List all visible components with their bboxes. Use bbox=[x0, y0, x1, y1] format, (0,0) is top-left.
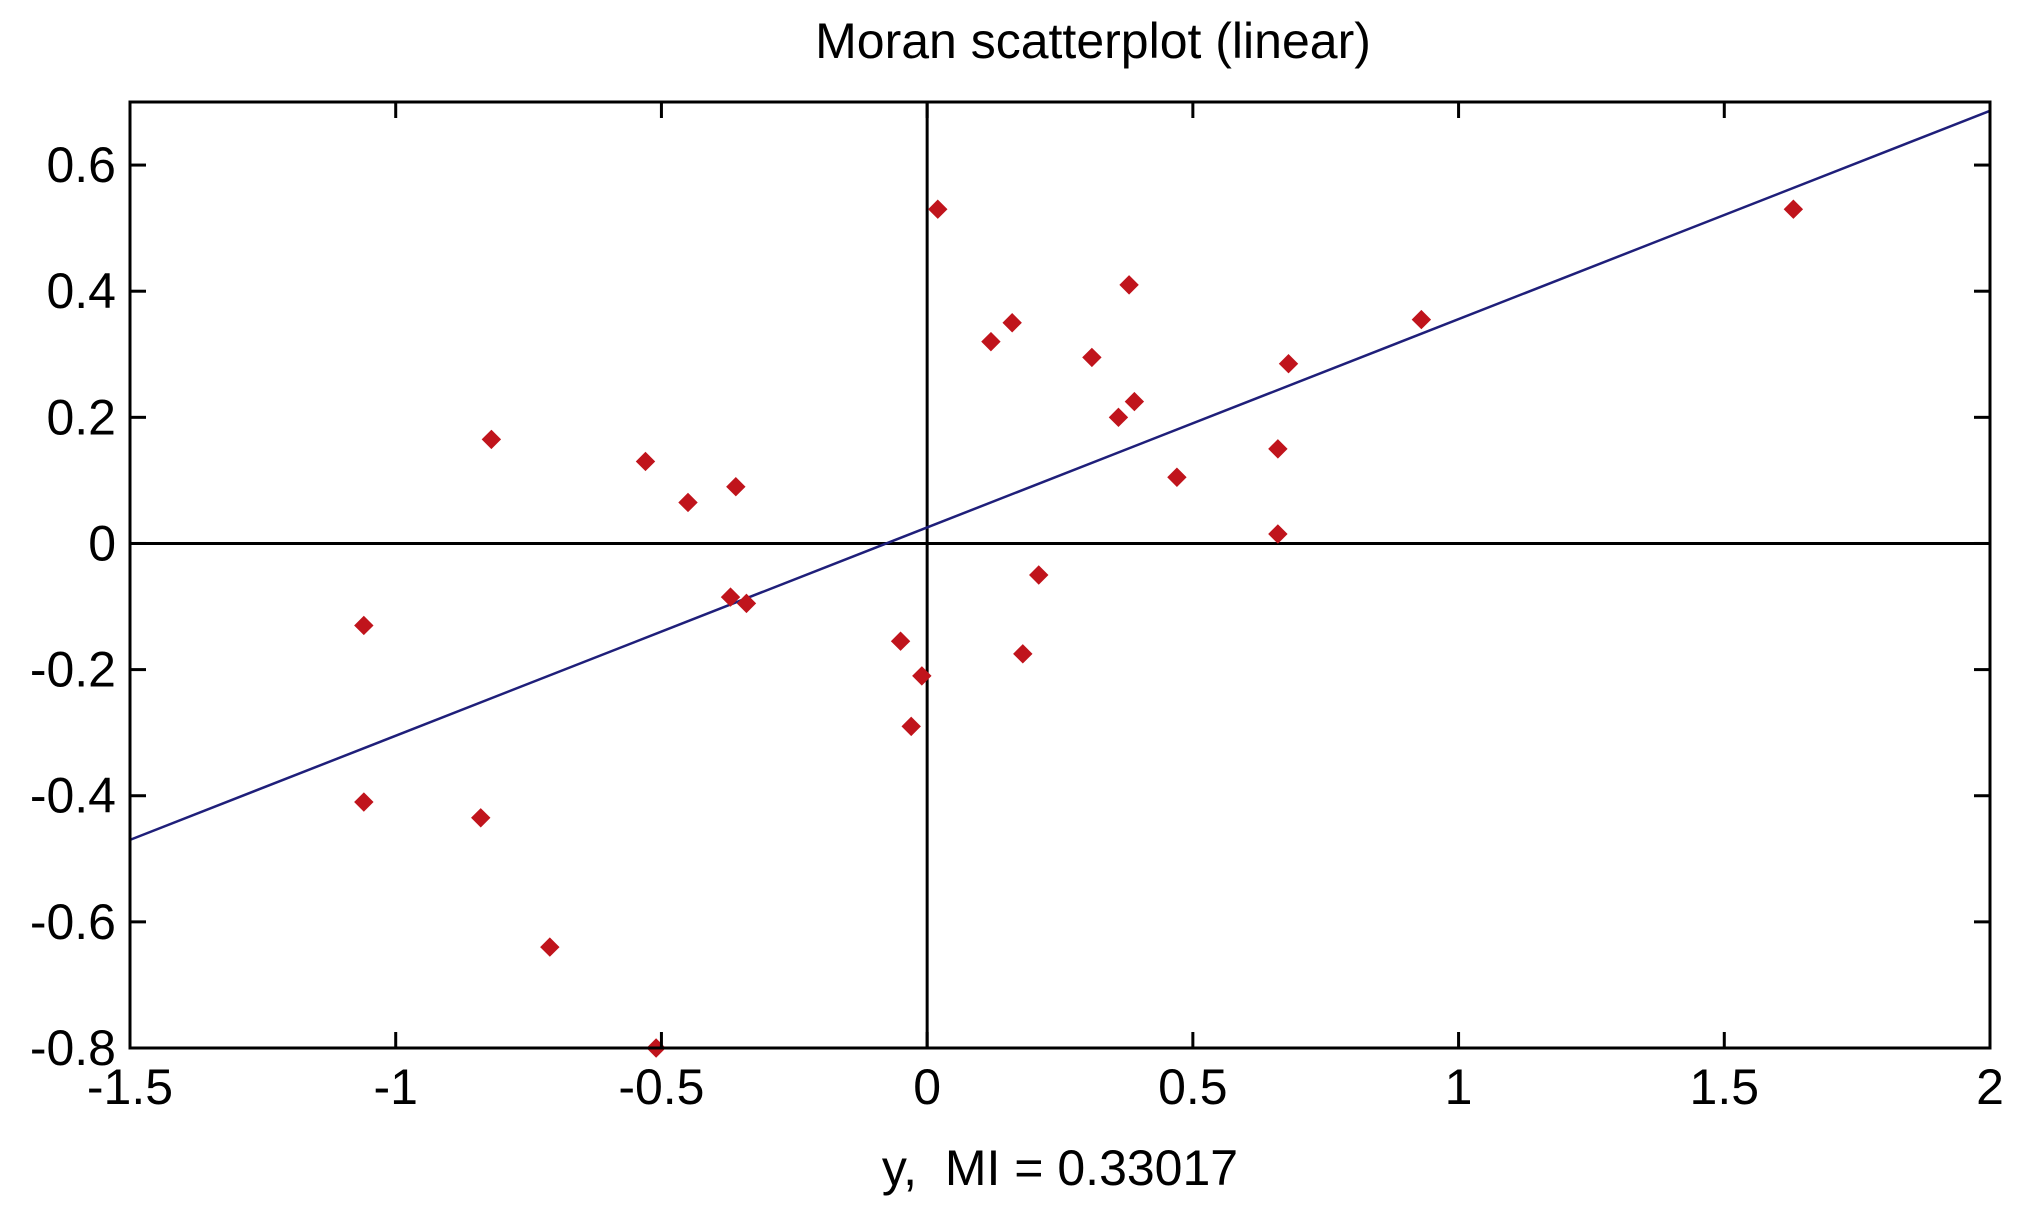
points-group bbox=[354, 199, 1804, 1058]
data-point bbox=[1119, 275, 1139, 295]
regression-line bbox=[129, 109, 1991, 842]
x-tick-label: 0 bbox=[913, 1059, 941, 1115]
data-point bbox=[1002, 313, 1022, 333]
y-tick-label: 0.6 bbox=[46, 137, 116, 193]
chart-title: Moran scatterplot (linear) bbox=[815, 13, 1371, 69]
data-point bbox=[1268, 524, 1288, 544]
x-tick-label: 1.5 bbox=[1690, 1059, 1760, 1115]
y-tick-label: -0.4 bbox=[30, 768, 116, 824]
data-point bbox=[1108, 407, 1129, 428]
y-tick-label: 0.2 bbox=[46, 389, 116, 445]
data-point bbox=[901, 716, 921, 737]
x-tick-label: 0.5 bbox=[1158, 1059, 1228, 1115]
data-point bbox=[1278, 354, 1299, 374]
fit-line-group bbox=[129, 109, 1991, 842]
data-point bbox=[720, 587, 741, 607]
data-point bbox=[540, 937, 560, 957]
x-tick-label: 1 bbox=[1445, 1059, 1473, 1115]
plot-area bbox=[130, 102, 1990, 1048]
y-tick-label: 0.4 bbox=[46, 263, 116, 319]
x-tick-label: -0.5 bbox=[618, 1059, 704, 1115]
data-point bbox=[736, 593, 757, 614]
reference-lines bbox=[130, 102, 1990, 1048]
data-point bbox=[1013, 644, 1033, 664]
x-axis-label: y, MI = 0.33017 bbox=[882, 1140, 1238, 1196]
data-point bbox=[1783, 199, 1804, 219]
data-point bbox=[354, 792, 374, 812]
data-point bbox=[1411, 309, 1432, 330]
y-tick-labels: -0.8 -0.6 -0.4 -0.2 0 0.2 0.4 0.6 bbox=[30, 137, 116, 1076]
x-tick-label: -1 bbox=[373, 1059, 417, 1115]
data-point bbox=[1029, 565, 1049, 585]
x-tick-label: 2 bbox=[1976, 1059, 2004, 1115]
data-point bbox=[354, 615, 374, 636]
data-point bbox=[481, 429, 502, 450]
data-point bbox=[1167, 467, 1187, 487]
data-point bbox=[678, 492, 698, 513]
plot-frame bbox=[128, 100, 1992, 1050]
data-point bbox=[890, 631, 911, 651]
data-point bbox=[471, 808, 491, 828]
data-point bbox=[912, 666, 932, 686]
y-tick-label: -0.8 bbox=[30, 1020, 116, 1076]
data-point bbox=[1268, 439, 1288, 459]
data-point bbox=[981, 331, 1001, 352]
data-point bbox=[1082, 347, 1102, 368]
y-tick-label: -0.2 bbox=[30, 642, 116, 698]
x-tick-label: -1.5 bbox=[87, 1059, 173, 1115]
x-tick-labels: -1.5 -1 -0.5 0 0.5 1 1.5 2 bbox=[87, 1059, 2004, 1115]
data-point bbox=[1124, 391, 1145, 412]
y-tick-label: 0 bbox=[88, 515, 116, 571]
data-point bbox=[726, 476, 746, 497]
data-point bbox=[635, 451, 656, 472]
y-tick-label: -0.6 bbox=[30, 894, 116, 950]
data-point bbox=[928, 199, 948, 219]
